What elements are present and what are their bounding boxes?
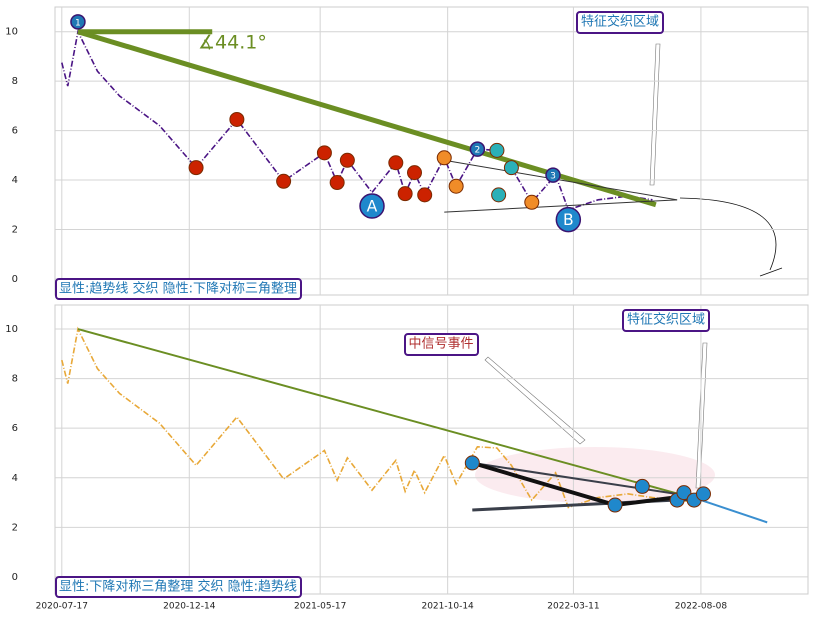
label-marker: [545, 167, 561, 183]
pattern-label: 显性:下降对称三角整理 交织 隐性:趋势线: [59, 579, 297, 595]
trend-line: [444, 199, 678, 213]
y-tick-label: 4: [12, 175, 18, 186]
y-tick-label: 8: [12, 374, 18, 385]
label-marker: [70, 14, 86, 30]
arrow: [649, 43, 661, 186]
x-tick-label: 2020-07-17: [36, 602, 88, 612]
trend-line: [472, 461, 702, 499]
y-tick-label: 2: [12, 522, 18, 533]
event-label: 中信号事件: [408, 337, 473, 352]
y-tick-label: 0: [12, 572, 18, 583]
pattern-box: [55, 576, 302, 598]
pivot-marker: [417, 187, 433, 203]
pivot-marker: [329, 175, 345, 191]
y-tick-label: 2: [12, 224, 18, 235]
panel-top: [54, 6, 809, 296]
pivot-marker: [448, 178, 464, 194]
pivot-marker: [524, 194, 540, 210]
pivot-marker: [695, 486, 711, 502]
y-tick-label: 10: [5, 27, 18, 38]
marker-label: B: [563, 211, 574, 229]
pivot-marker: [676, 485, 692, 501]
y-tick-label: 4: [12, 473, 18, 484]
y-tick-label: 6: [12, 423, 18, 434]
pattern-box: [55, 278, 302, 300]
x-tick-label: 2021-10-14: [421, 602, 474, 612]
x-tick-label: 2022-08-08: [675, 602, 728, 612]
label-marker: [555, 206, 582, 233]
price-line: [61, 326, 701, 509]
y-tick-label: 0: [12, 274, 18, 285]
pivot-marker: [229, 111, 245, 127]
pivot-marker: [388, 155, 404, 171]
pivot-marker: [339, 152, 355, 168]
pivot-marker: [464, 455, 480, 471]
pattern-label: 显性:趋势线 交织 隐性:下降对称三角整理: [59, 281, 297, 297]
region-label: 特征交织区域: [581, 14, 659, 30]
pivot-marker: [407, 165, 423, 181]
marker-label: 2: [474, 146, 480, 156]
region-label: 特征交织区域: [627, 312, 705, 328]
x-tick-label: 2020-12-14: [163, 602, 216, 612]
projection-end: [759, 267, 783, 277]
trend-line: [77, 328, 702, 502]
pivot-marker: [436, 150, 452, 166]
price-line: [61, 29, 653, 211]
trend-line: [700, 499, 768, 524]
region-ellipse: [475, 447, 715, 503]
pivot-marker: [316, 145, 332, 161]
x-tick-label: 2022-03-11: [547, 602, 599, 612]
marker-label: 1: [75, 18, 81, 28]
marker-label: A: [367, 198, 378, 216]
pivot-marker: [503, 160, 519, 176]
pivot-marker: [489, 142, 505, 158]
callout-box: [622, 309, 710, 332]
y-tick-label: 8: [12, 76, 18, 87]
y-tick-label: 10: [5, 324, 18, 335]
pivot-marker: [397, 186, 413, 202]
pivot-marker: [188, 160, 204, 176]
angle-label: ∡44.1°: [198, 32, 267, 54]
x-tick-label: 2021-05-17: [294, 602, 346, 612]
pivot-marker: [607, 497, 623, 513]
pivot-marker: [491, 187, 507, 203]
projection-arc: [679, 197, 777, 271]
y-tick-label: 6: [12, 126, 18, 137]
marker-label: 3: [550, 172, 556, 182]
label-marker: [469, 141, 486, 157]
callout-box: [404, 333, 479, 356]
trend-line: [444, 159, 678, 201]
callout-box: [576, 11, 664, 34]
pivot-marker: [276, 173, 292, 189]
label-marker: [359, 193, 385, 219]
pivot-marker: [634, 478, 650, 494]
